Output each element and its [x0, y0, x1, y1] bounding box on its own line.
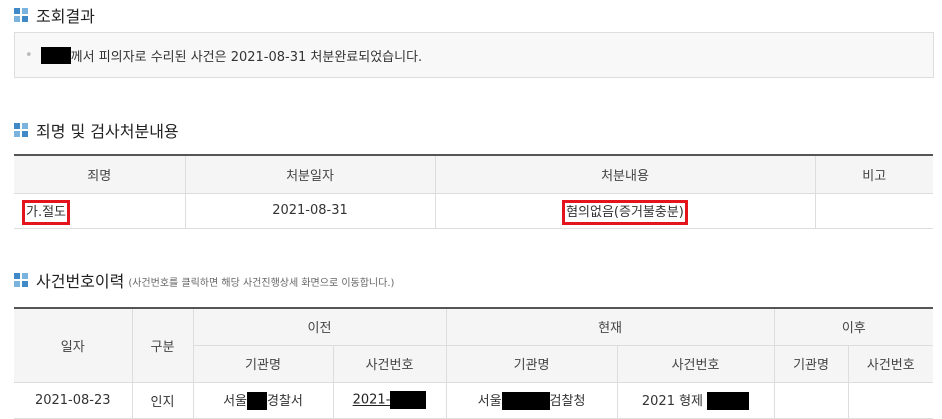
history-table: 일자 구분 이전 현재 이후 기관명 사건번호 기관명 사건번호 기관명 사건번호 2021-08…: [14, 307, 934, 419]
row-curr-case: 2021 형제: [616, 381, 775, 419]
header-charge: 죄명: [14, 154, 186, 194]
header-next-case: 사건번호: [847, 344, 934, 383]
header-next-org: 기관명: [773, 344, 849, 383]
row-next-org: [773, 381, 849, 419]
charge-cell: 가.절도: [22, 200, 71, 225]
row-prev-org: 서울 경찰서: [192, 381, 334, 419]
disposition-section-title: 죄명 및 검사처분내용: [14, 118, 179, 142]
redacted-name: [40, 46, 71, 64]
note-cell: [814, 192, 933, 229]
header-prev-case: 사건번호: [332, 344, 447, 383]
header-content: 처분내용: [434, 154, 816, 194]
row-prev-case[interactable]: 2021-: [332, 381, 447, 419]
history-subtitle: (사건번호를 클릭하면 해당 사건진행상세 화면으로 이동합니다.): [128, 278, 395, 289]
disposition-table: 죄명 처분일자 처분내용 비고 가.절도 2021-08-31 혐의없음(증거불충분): [14, 154, 933, 229]
redacted: [390, 391, 427, 409]
redacted: [707, 392, 750, 411]
header-note: 비고: [814, 154, 933, 194]
header-type: 구분: [131, 307, 194, 383]
header-prev: 이전: [192, 307, 447, 346]
redacted: [501, 392, 550, 411]
row-type: 인지: [131, 381, 194, 419]
result-message: 께서 피의자로 수리된 사건은 2021-08-31 처분완료되었습니다.: [70, 49, 423, 65]
row-next-case: [847, 381, 934, 419]
prev-case-link[interactable]: 2021-: [352, 392, 391, 408]
header-date: 처분일자: [184, 154, 436, 194]
bullet-icon: •: [25, 47, 33, 63]
section-icon: [14, 8, 28, 22]
row-date: 2021-08-23: [14, 381, 133, 419]
header-curr-org: 기관명: [445, 344, 618, 383]
header-next: 이후: [773, 307, 934, 346]
date-cell: 2021-08-31: [184, 192, 436, 229]
section-icon: [14, 273, 28, 287]
section-icon: [14, 123, 28, 137]
history-section-title: 사건번호이력 (사건번호를 클릭하면 해당 사건진행상세 화면으로 이동합니다.): [14, 268, 394, 292]
header-curr: 현재: [445, 307, 775, 346]
redacted: [247, 392, 268, 411]
content-cell: 혐의없음(증거불충분): [562, 200, 688, 225]
row-curr-org: 서울 검찰청: [445, 381, 618, 419]
header-curr-case: 사건번호: [616, 344, 775, 383]
header-date: 일자: [14, 307, 133, 383]
header-prev-org: 기관명: [193, 344, 334, 383]
result-message-box: • 께서 피의자로 수리된 사건은 2021-08-31 처분완료되었습니다.: [14, 32, 934, 78]
result-section-title: 조회결과: [14, 3, 95, 27]
